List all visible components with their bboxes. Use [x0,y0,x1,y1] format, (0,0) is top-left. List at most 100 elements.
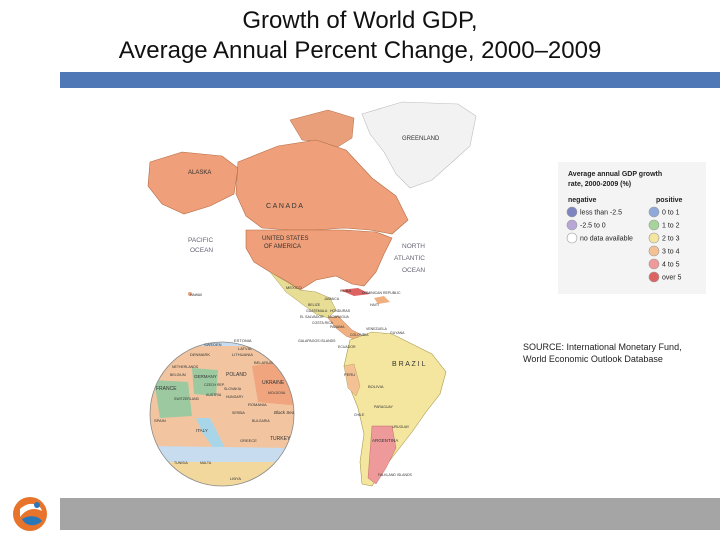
label-dominican: DOMINICAN REPUBLIC [362,291,401,295]
legend-swatch [648,206,660,218]
legend-item-label: 2 to 3 [662,236,680,243]
label-romania: ROMANIA [248,402,267,407]
label-atlantic-3: OCEAN [402,267,425,274]
legend-swatch [648,232,660,244]
label-uruguay: URUGUAY [392,425,410,429]
legend-positive-header: positive [656,197,683,204]
label-usa-1: UNITED STATES [262,236,308,242]
label-alaska: ALASKA [188,170,211,176]
label-jamaica: JAMAICA [324,297,340,301]
label-estonia: ESTONIA [234,338,252,343]
label-black-sea: Black Sea [274,410,295,415]
label-brazil: B R A Z I L [392,361,426,368]
label-poland: POLAND [226,372,247,378]
label-greenland: GREENLAND [402,136,440,142]
legend-item-label: 4 to 5 [662,262,680,269]
slide-title: Growth of World GDP, Average Annual Perc… [0,6,720,66]
canada-shape [235,139,409,235]
label-pacific-2: OCEAN [190,247,213,254]
label-libya: LIBYA [230,476,241,481]
label-falklands: FALKLAND ISLANDS [378,473,413,477]
label-usa-2: OF AMERICA [264,244,301,250]
source-note: SOURCE: International Monetary Fund, Wor… [523,341,713,365]
label-galapagos: GALAPAGOS ISLANDS [298,339,336,343]
label-sweden: SWEDEN [204,342,222,347]
label-peru: PERU [344,372,355,377]
legend-item-label: over 5 [662,275,682,282]
label-netherlands: NETHERLANDS [172,365,199,369]
label-chile: CHILE [354,413,365,417]
label-haiti: HAITI [370,303,379,307]
arctic-islands-shape [289,109,355,149]
source-line-1: SOURCE: International Monetary Fund, [523,342,682,352]
legend-title-line-2: rate, 2000-2009 (%) [568,181,631,188]
label-costa-rica: COSTA RICA [312,321,334,325]
legend-swatch [648,271,660,283]
label-latvia: LATVIA [238,346,252,351]
south-america-shape [343,331,447,487]
mexico-shape [269,271,337,319]
label-malta: MALTA [200,461,212,465]
cuba-shape [340,288,370,296]
label-belarus: BELARUS [254,360,273,365]
legend-item-label: -2.5 to 0 [580,223,606,230]
label-spain: SPAIN [154,418,166,423]
legend-swatch [648,219,660,231]
label-czech: CZECH REP. [204,383,225,387]
label-turkey: TURKEY [270,436,291,442]
hispaniola-shape [374,296,390,304]
label-paraguay: PARAGUAY [374,405,394,409]
label-panama: PANAMA [330,325,345,329]
label-canada: C A N A D A [266,203,303,210]
label-slovakia: SLOVAKIA [224,387,242,391]
label-belgium: BELGIUM [170,373,186,377]
label-ecuador: ECUADOR [338,345,356,349]
label-switzerland: SWITZERLAND [174,397,200,401]
label-el-salvador: EL SALVADOR [300,315,324,319]
title-line-2: Average Annual Percent Change, 2000–2009 [118,37,602,64]
central-america-shape [327,315,361,341]
title-line-1: Growth of World GDP, [242,7,478,34]
europe-libya [150,462,294,486]
legend-swatch [566,219,578,231]
label-hungary: HUNGARY [226,395,244,399]
alaska-shape [147,151,239,215]
label-bolivia: BOLIVIA [368,384,384,389]
label-serbia: SERBIA [232,411,246,415]
label-france: FRANCE [156,386,177,392]
label-cuba: CUBA [340,288,351,293]
label-guyana: GUYANA [390,331,405,335]
label-belize: BELIZE [308,303,321,307]
title-underline-bar [60,72,720,88]
label-colombia: COLOMBIA [350,333,369,337]
label-germany: GERMANY [194,374,217,379]
legend-item-label: less than -2.5 [580,210,622,217]
label-italy: ITALY [196,428,208,433]
label-atlantic-1: NORTH [402,243,425,250]
europe-mediterranean [150,446,290,462]
legend-swatch [648,245,660,257]
label-argentina: ARGENTINA [372,438,398,443]
label-venezuela: VENEZUELA [366,327,387,331]
legend-item-label: 0 to 1 [662,210,680,217]
peru-shape [343,363,361,397]
label-tunisia: TUNISIA [174,461,188,465]
legend-title-line-1: Average annual GDP growth [568,171,662,178]
label-nicaragua: NICARAGUA [328,315,349,319]
legend-item-label: no data available [580,236,633,243]
label-ukraine: UKRAINE [262,380,285,386]
label-greece: GREECE [240,438,257,443]
world-gdp-map: GREENLAND ALASKA C A N A D A UNITED STAT… [147,101,477,487]
legend-item-label: 3 to 4 [662,249,680,256]
label-guatemala: GUATEMALA [306,309,328,313]
europe-italy [196,418,224,452]
legend-swatch [566,206,578,218]
label-lithuania: LITHUANIA [232,352,253,357]
label-moldova: MOLDOVA [268,391,286,395]
legend-item-label: 1 to 2 [662,223,680,230]
label-austria: AUSTRIA [206,393,222,397]
label-honduras: HONDURAS [330,309,351,313]
footer-bar [60,498,720,530]
legend-swatch [648,258,660,270]
argentina-shape [367,425,397,485]
